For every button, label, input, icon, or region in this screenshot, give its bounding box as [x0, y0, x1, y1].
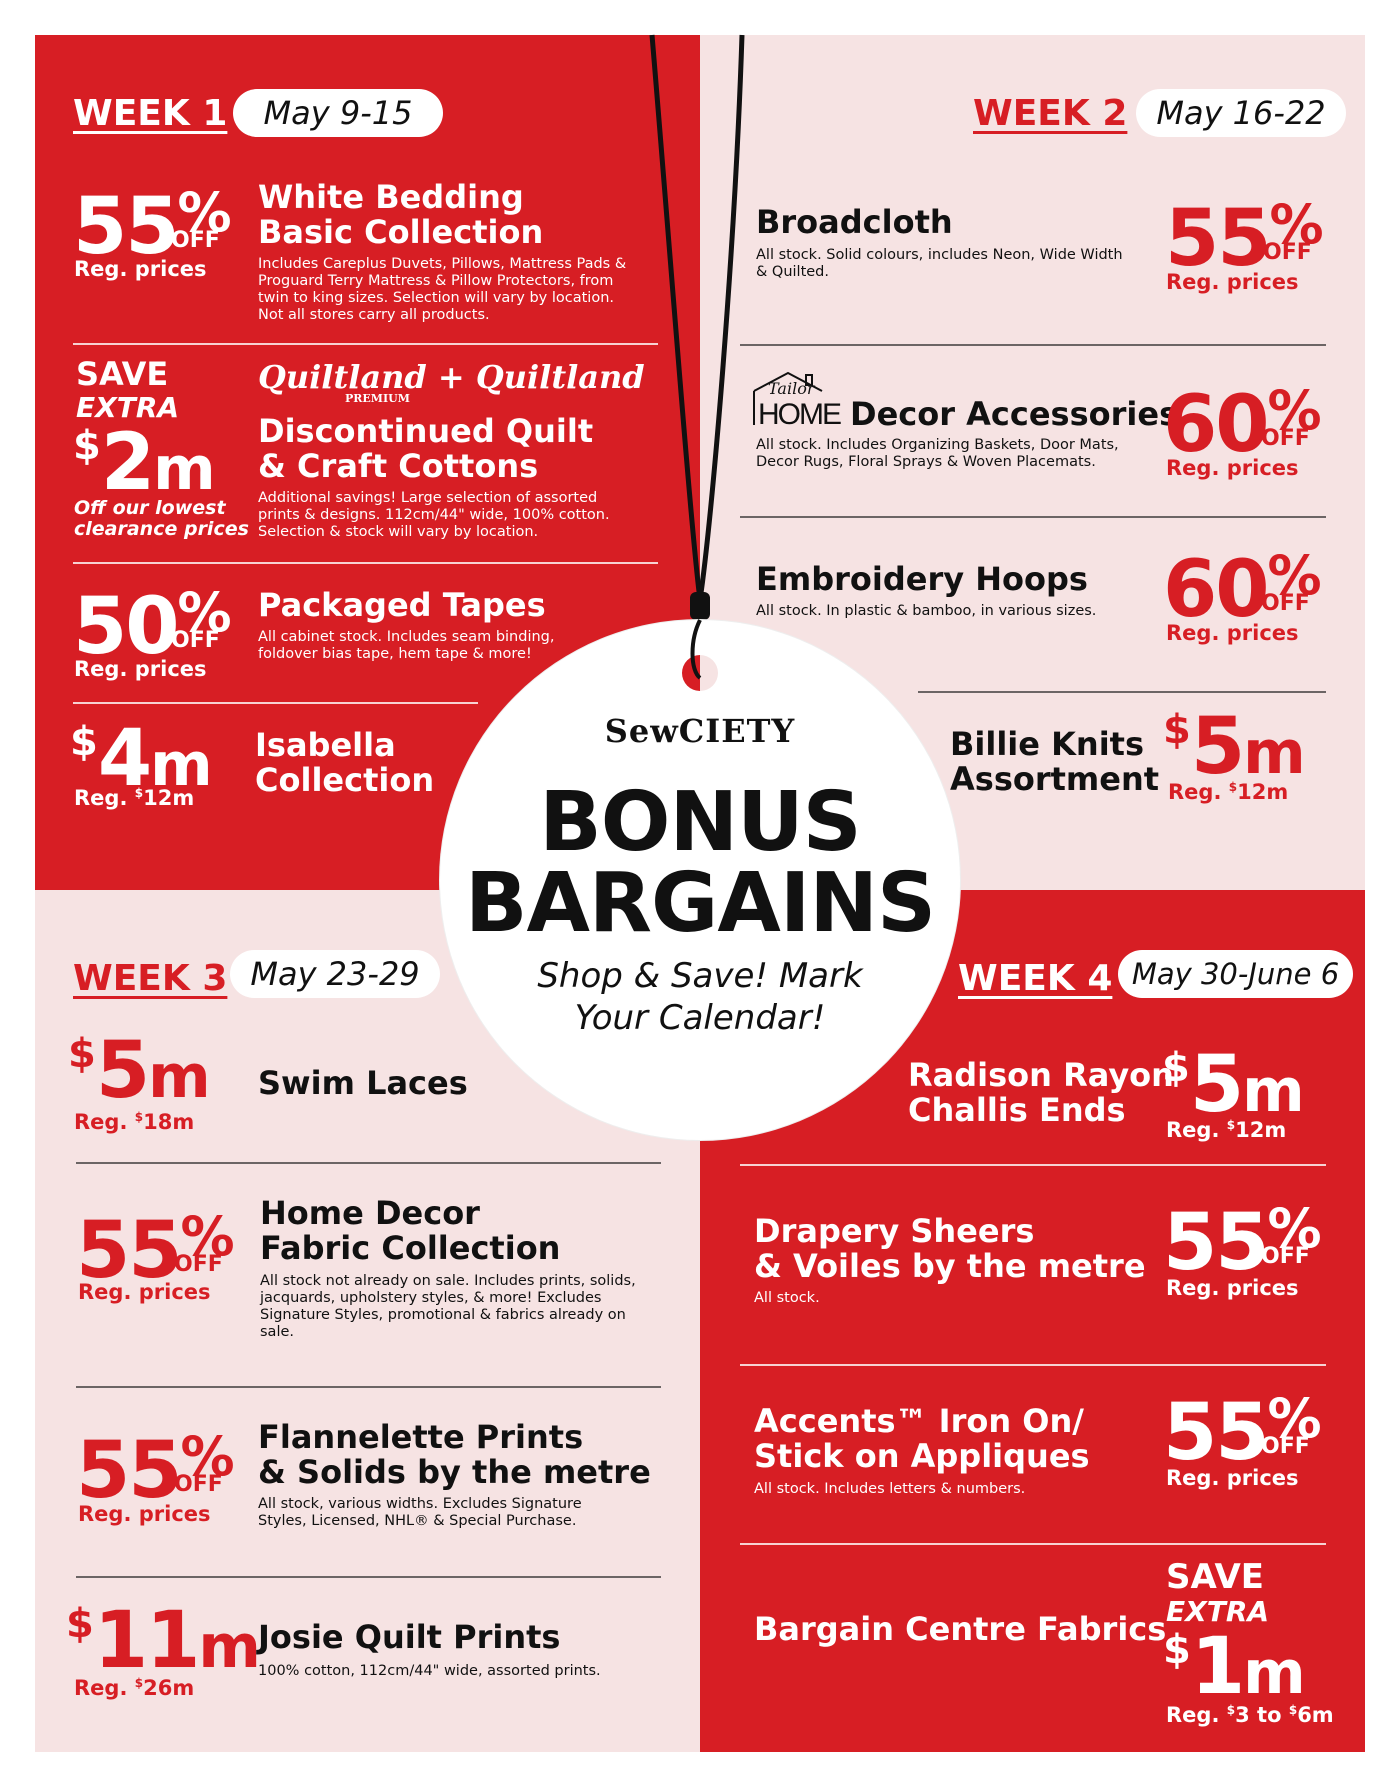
divider: [740, 344, 1326, 346]
w4-deal3-desc: All stock. Includes letters & numbers.: [754, 1481, 1026, 1497]
w1-deal1-discount: 55% OFF: [73, 181, 232, 272]
tag-cord: [649, 34, 745, 655]
headline-bonus: BONUS: [539, 775, 861, 870]
w4-deal2-discount: 55% OFF: [1163, 1197, 1322, 1288]
w3-deal3-desc: All stock, various widths. Excludes Sign…: [258, 1496, 582, 1529]
w4-deal4-title: Bargain Centre Fabrics: [754, 1610, 1167, 1648]
week1-label: WEEK 1: [73, 93, 228, 134]
w4-deal4-amount: $1m: [1163, 1622, 1306, 1712]
week2-label: WEEK 2: [973, 93, 1128, 134]
week1-dates: May 9-15: [233, 89, 443, 137]
headline-bargains: BARGAINS: [464, 856, 936, 951]
w3-deal4-desc: 100% cotton, 112cm/44" wide, assorted pr…: [258, 1663, 601, 1679]
w3-deal3-reg: Reg. prices: [78, 1502, 211, 1526]
w2-deal1-title: Broadcloth: [756, 203, 953, 241]
divider: [740, 516, 1326, 518]
w3-deal2-title: Home Decor Fabric Collection: [260, 1194, 561, 1267]
w1-deal4-title: Isabella Collection: [255, 726, 435, 799]
divider: [76, 1162, 661, 1164]
w3-deal4-reg: Reg. $26m: [74, 1676, 195, 1700]
w4-deal4-save: SAVE: [1166, 1557, 1265, 1597]
w1-deal2-title: Discontinued Quilt & Craft Cottons: [258, 412, 594, 485]
tag-cord-loop: [690, 619, 702, 680]
w4-deal4-extra: EXTRA: [1166, 1595, 1270, 1628]
week2-dates: May 16-22: [1136, 89, 1346, 137]
divider: [73, 562, 658, 564]
divider: [740, 1164, 1326, 1166]
week3-dates: May 23-29: [230, 950, 440, 998]
bonus-bargains-tag: [440, 620, 960, 1140]
divider: [73, 343, 658, 345]
w4-deal3-reg: Reg. prices: [1166, 1466, 1299, 1490]
w2-deal1-discount: 55% OFF: [1165, 193, 1324, 284]
w3-deal2-desc: All stock not already on sale. Includes …: [260, 1273, 636, 1340]
divider: [76, 1576, 661, 1578]
w1-deal3-desc: All cabinet stock. Includes seam binding…: [258, 629, 555, 662]
w2-deal2-title: Decor Accessories: [850, 395, 1179, 433]
w4-deal1-reg: Reg. $12m: [1166, 1118, 1287, 1142]
divider: [73, 702, 478, 704]
tailor-home-logo: Tailor HOME: [748, 367, 848, 431]
w2-deal3-reg: Reg. prices: [1166, 621, 1299, 645]
week4-dates: May 30-June 6: [1118, 950, 1353, 998]
w1-deal3-discount: 50% OFF: [73, 581, 232, 672]
divider: [76, 1386, 661, 1388]
w3-deal1-price: $5m: [68, 1026, 211, 1116]
w1-deal1-reg: Reg. prices: [74, 257, 207, 281]
week4-label: WEEK 4: [958, 958, 1113, 999]
sewciety-logo: SewCIETY: [604, 712, 796, 750]
w2-deal4-title: Billie Knits Assortment: [950, 725, 1160, 798]
w3-deal3-discount: 55% OFF: [76, 1425, 235, 1516]
divider: [740, 1364, 1326, 1366]
w4-deal2-title: Drapery Sheers & Voiles by the metre: [754, 1212, 1146, 1285]
w3-deal4-price: $11m: [66, 1596, 261, 1686]
w3-deal2-discount: 55% OFF: [76, 1205, 235, 1296]
w4-deal2-desc: All stock.: [754, 1290, 820, 1306]
tag-hole: [682, 655, 718, 691]
w1-deal1-desc: Includes Careplus Duvets, Pillows, Mattr…: [258, 256, 627, 323]
w1-deal2-extra: EXTRA: [76, 391, 180, 424]
quiltland-premium-label: PREMIUM: [345, 392, 410, 405]
w1-deal2-note: Off our lowest clearance prices: [74, 497, 249, 540]
w2-deal1-desc: All stock. Solid colours, includes Neon,…: [756, 247, 1123, 280]
w3-deal1-title: Swim Laces: [258, 1064, 468, 1102]
w1-deal4-price: $4m: [70, 714, 213, 804]
w4-deal1-title: Radison Rayon Challis Ends: [908, 1056, 1174, 1129]
w2-deal3-title: Embroidery Hoops: [756, 560, 1088, 598]
w1-deal3-title: Packaged Tapes: [258, 586, 546, 624]
divider: [740, 1543, 1326, 1545]
w2-deal3-desc: All stock. In plastic & bamboo, in vario…: [756, 603, 1097, 619]
w2-deal1-reg: Reg. prices: [1166, 270, 1299, 294]
w3-deal4-title: Josie Quilt Prints: [258, 1618, 561, 1656]
w1-deal2-save: SAVE: [76, 355, 169, 393]
divider: [918, 691, 1326, 693]
w2-deal2-reg: Reg. prices: [1166, 456, 1299, 480]
w1-deal2-desc: Additional savings! Large selection of a…: [258, 490, 610, 540]
tagline: Shop & Save! Mark Your Calendar!: [537, 956, 863, 1038]
w4-deal3-discount: 55% OFF: [1163, 1387, 1322, 1478]
w1-deal2-amount: $2m: [73, 418, 216, 508]
w3-deal2-reg: Reg. prices: [78, 1280, 211, 1304]
w3-deal3-title: Flannelette Prints & Solids by the metre: [258, 1418, 651, 1491]
w1-deal3-reg: Reg. prices: [74, 657, 207, 681]
w2-deal3-discount: 60% OFF: [1163, 544, 1322, 635]
w4-deal4-reg: Reg. $3 to $6m: [1166, 1703, 1334, 1727]
w4-deal2-reg: Reg. prices: [1166, 1276, 1299, 1300]
w2-deal4-price: $5m: [1163, 702, 1306, 792]
w3-deal1-reg: Reg. $18m: [74, 1110, 195, 1134]
w4-deal3-title: Accents™ Iron On/Stick on Appliques: [754, 1402, 1090, 1475]
w1-deal1-title: White Bedding Basic Collection: [258, 178, 544, 251]
w2-deal4-reg: Reg. $12m: [1168, 780, 1289, 804]
w2-deal2-desc: All stock. Includes Organizing Baskets, …: [756, 437, 1119, 470]
w2-deal2-discount: 60% OFF: [1163, 379, 1322, 470]
w1-deal4-reg: Reg. $12m: [74, 786, 195, 810]
week3-label: WEEK 3: [73, 958, 228, 999]
quiltland-logo: Quiltland + Quiltland: [258, 358, 645, 396]
w4-deal1-price: $5m: [1162, 1040, 1305, 1130]
